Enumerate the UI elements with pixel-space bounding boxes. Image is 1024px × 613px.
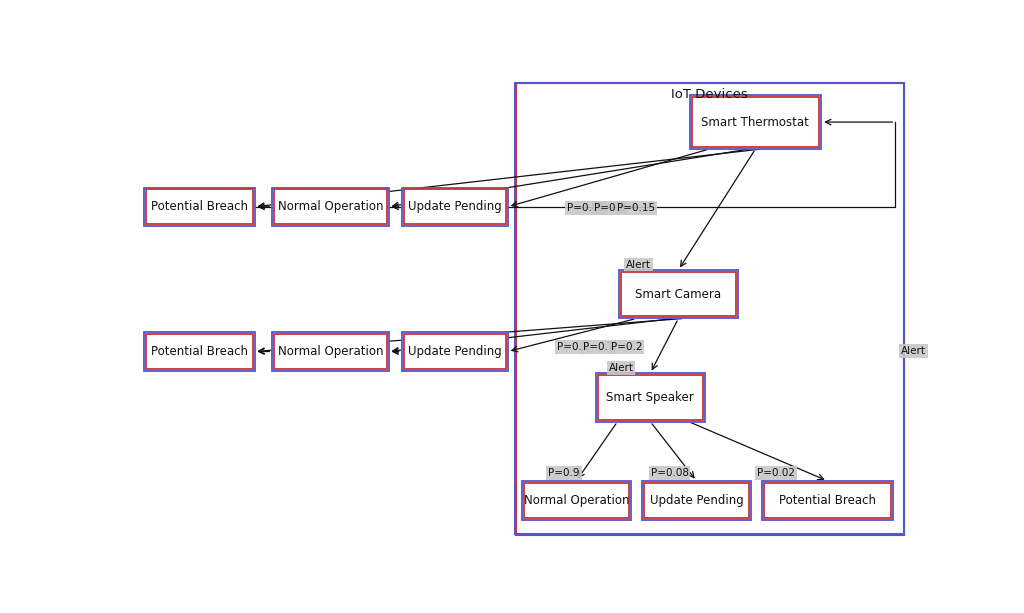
Text: Alert: Alert [627, 259, 651, 270]
Bar [401, 188, 508, 226]
Bar [644, 483, 750, 518]
Text: Smart Thermostat: Smart Thermostat [701, 116, 809, 129]
Bar [598, 375, 703, 420]
Bar [691, 97, 819, 147]
Text: Update Pending: Update Pending [408, 345, 502, 358]
Bar [403, 334, 506, 369]
Text: P=0.15: P=0.15 [616, 204, 654, 213]
Text: Normal Operation: Normal Operation [278, 200, 383, 213]
Text: P=0.9: P=0.9 [548, 468, 580, 478]
Bar [274, 189, 387, 224]
Text: P=0.05: P=0.05 [566, 204, 604, 213]
Text: Normal Operation: Normal Operation [523, 494, 629, 507]
Bar [521, 481, 631, 520]
Text: Smart Camera: Smart Camera [635, 287, 722, 300]
Bar [146, 334, 253, 369]
Text: P=0.8: P=0.8 [594, 204, 626, 213]
Text: Smart Speaker: Smart Speaker [606, 391, 694, 404]
Bar [144, 332, 255, 371]
Bar [516, 83, 904, 535]
Bar [403, 189, 506, 224]
Bar [274, 334, 387, 369]
Text: Update Pending: Update Pending [408, 200, 502, 213]
Bar [642, 481, 752, 520]
Bar [596, 373, 705, 422]
Text: Potential Breach: Potential Breach [779, 494, 876, 507]
Text: P=0.2: P=0.2 [610, 342, 642, 352]
Bar [401, 332, 508, 371]
Text: P=0.02: P=0.02 [757, 468, 795, 478]
Text: Potential Breach: Potential Breach [151, 345, 248, 358]
Bar [272, 188, 388, 226]
Text: P=0.7: P=0.7 [583, 342, 614, 352]
Bar [144, 188, 255, 226]
Bar [515, 83, 904, 534]
Bar [272, 332, 388, 371]
Bar [146, 189, 253, 224]
Text: Normal Operation: Normal Operation [278, 345, 383, 358]
Text: P=0.08: P=0.08 [650, 468, 688, 478]
Bar [523, 483, 629, 518]
Text: Update Pending: Update Pending [649, 494, 743, 507]
Text: Potential Breach: Potential Breach [151, 200, 248, 213]
Bar [689, 95, 821, 149]
Text: IoT Devices: IoT Devices [671, 88, 748, 101]
Text: P=0.1: P=0.1 [557, 342, 589, 352]
Text: Alert: Alert [608, 363, 634, 373]
Text: Alert: Alert [901, 346, 927, 356]
Bar [618, 270, 738, 318]
Bar [621, 272, 736, 316]
Bar [764, 483, 891, 518]
Bar [762, 481, 893, 520]
